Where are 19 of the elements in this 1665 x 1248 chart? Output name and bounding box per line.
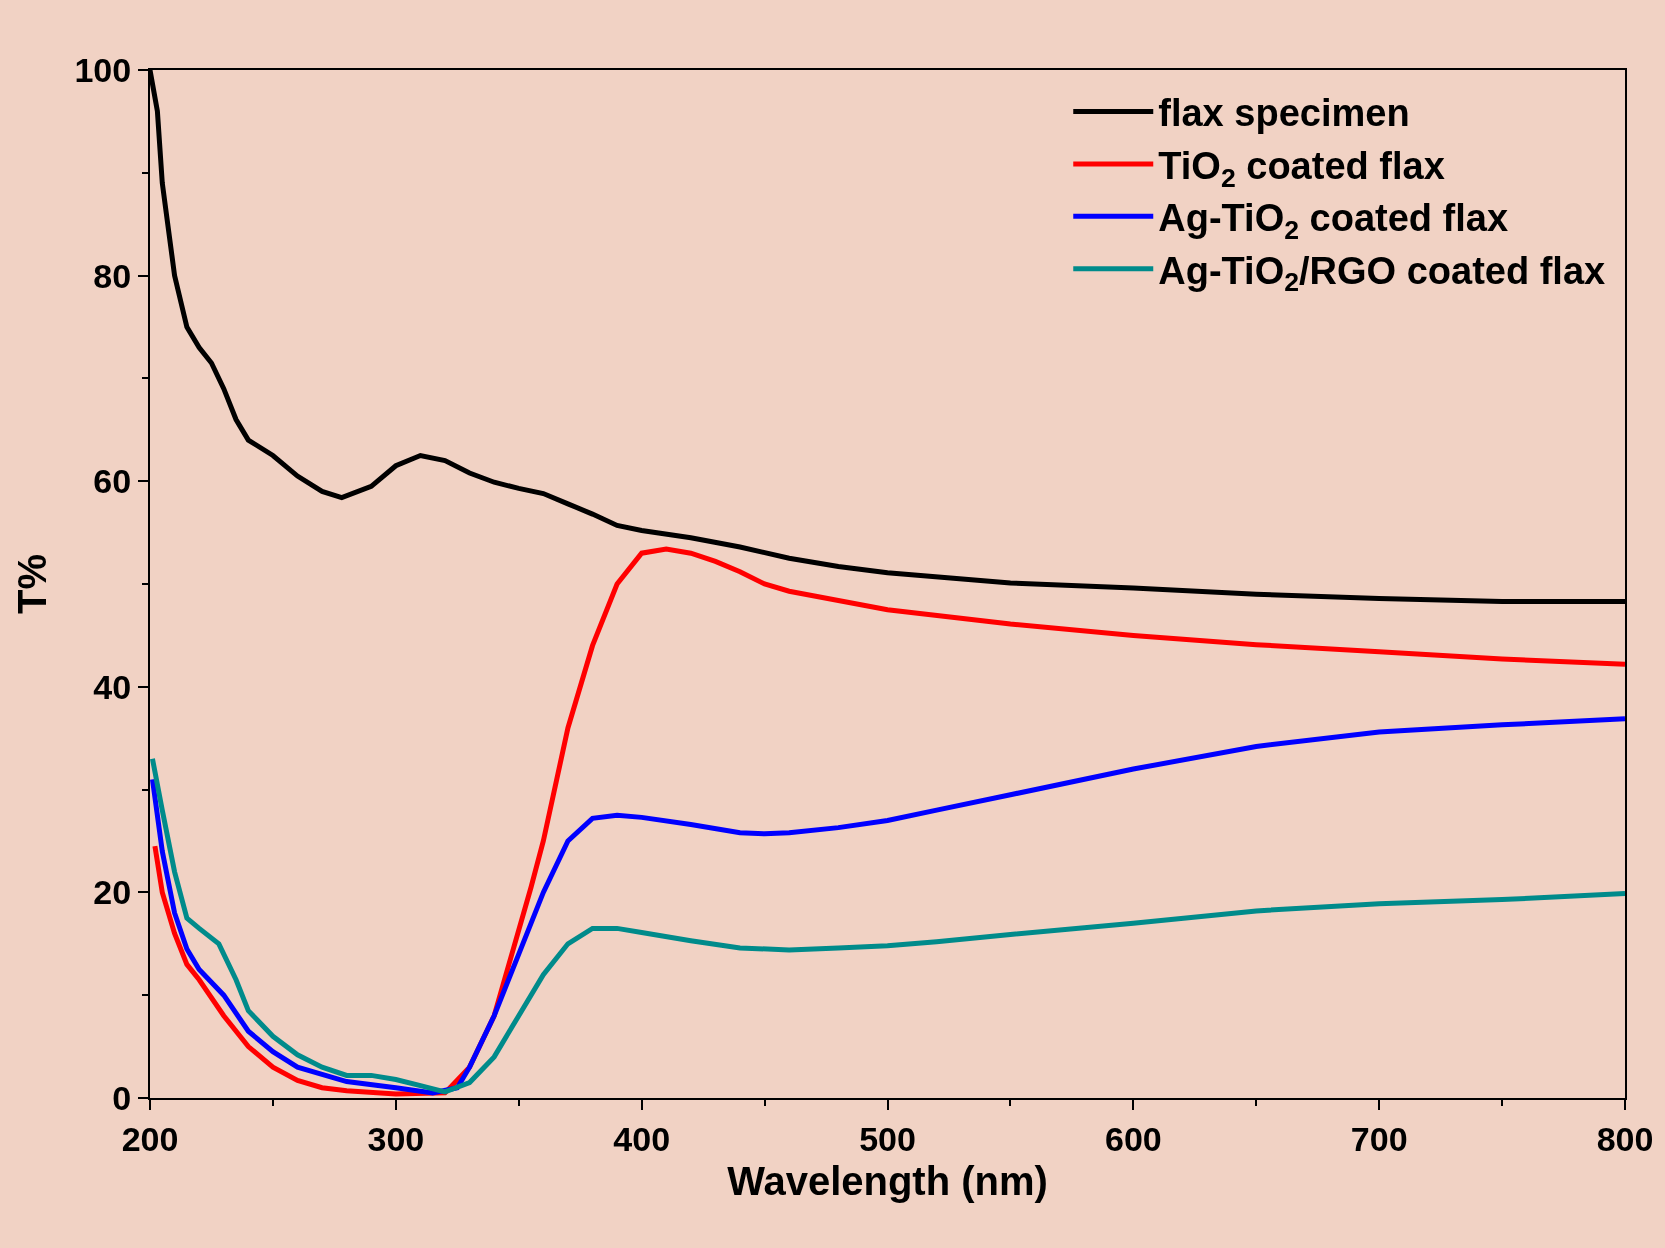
x-tick-label: 400 — [613, 1119, 671, 1158]
legend-label: Ag-TiO$_{2}$ coated flax — [1158, 197, 1509, 246]
x-tick-label: 700 — [1350, 1119, 1408, 1158]
y-tick-label: 0 — [112, 1078, 132, 1117]
x-tick-label: 200 — [121, 1119, 179, 1158]
y-tick-label: 80 — [93, 256, 132, 295]
y-tick-label: 20 — [93, 873, 132, 912]
legend-label: Ag-TiO$_{2}$/RGO coated flax — [1158, 249, 1606, 298]
x-tick-label: 500 — [859, 1119, 916, 1158]
x-tick-label: 300 — [367, 1119, 425, 1158]
y-tick-label: 40 — [93, 667, 132, 706]
x-tick-label: 800 — [1596, 1119, 1654, 1158]
y-tick-label: 60 — [93, 462, 132, 501]
x-tick-label: 600 — [1104, 1119, 1162, 1158]
legend-label: TiO$_{2}$ coated flax — [1158, 144, 1445, 193]
y-axis-title: T% — [10, 554, 55, 614]
x-axis-title: Wavelength (nm) — [727, 1158, 1048, 1203]
legend-label: flax specimen — [1158, 92, 1410, 135]
y-tick-label: 100 — [74, 50, 132, 89]
